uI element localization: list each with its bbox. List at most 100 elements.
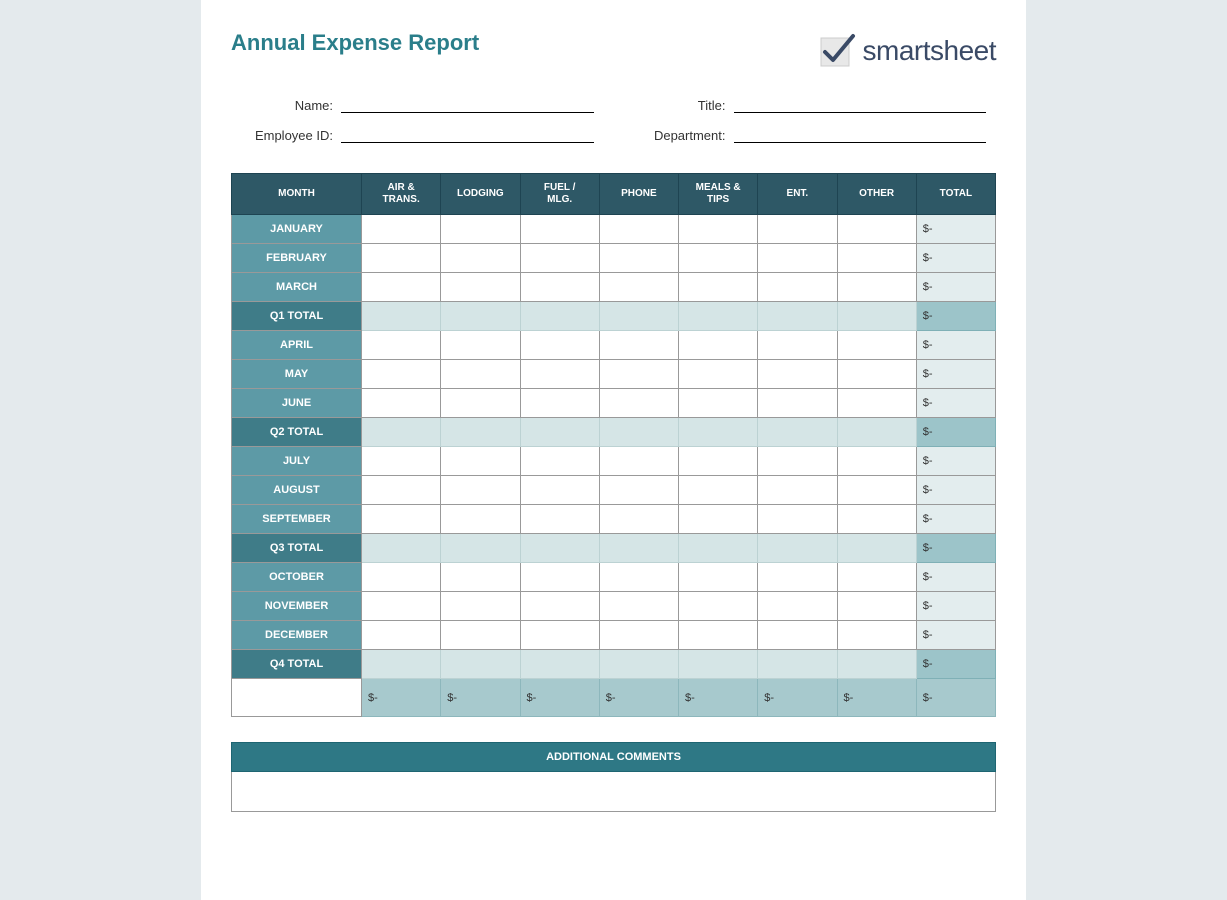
comments-body[interactable] [231, 772, 996, 812]
data-cell[interactable] [520, 360, 599, 389]
data-cell[interactable] [441, 360, 520, 389]
data-cell[interactable] [362, 418, 441, 447]
data-cell[interactable] [520, 476, 599, 505]
department-input-line[interactable] [734, 127, 987, 143]
data-cell[interactable] [837, 302, 916, 331]
data-cell[interactable] [362, 476, 441, 505]
data-cell[interactable] [837, 621, 916, 650]
data-cell[interactable] [758, 389, 837, 418]
data-cell[interactable] [837, 418, 916, 447]
data-cell[interactable] [599, 592, 678, 621]
data-cell[interactable] [441, 563, 520, 592]
data-cell[interactable] [441, 476, 520, 505]
data-cell[interactable] [599, 331, 678, 360]
data-cell[interactable] [758, 650, 837, 679]
data-cell[interactable] [362, 360, 441, 389]
data-cell[interactable] [362, 592, 441, 621]
data-cell[interactable] [679, 215, 758, 244]
data-cell[interactable] [837, 592, 916, 621]
data-cell[interactable] [758, 476, 837, 505]
data-cell[interactable] [679, 244, 758, 273]
data-cell[interactable] [679, 650, 758, 679]
data-cell[interactable] [679, 331, 758, 360]
data-cell[interactable] [599, 302, 678, 331]
data-cell[interactable] [441, 505, 520, 534]
data-cell[interactable] [520, 621, 599, 650]
data-cell[interactable] [520, 563, 599, 592]
data-cell[interactable] [758, 447, 837, 476]
data-cell[interactable] [679, 563, 758, 592]
data-cell[interactable] [837, 273, 916, 302]
data-cell[interactable] [599, 360, 678, 389]
data-cell[interactable] [758, 302, 837, 331]
data-cell[interactable] [758, 621, 837, 650]
data-cell[interactable] [441, 215, 520, 244]
data-cell[interactable] [520, 418, 599, 447]
data-cell[interactable] [679, 418, 758, 447]
data-cell[interactable] [362, 505, 441, 534]
data-cell[interactable] [837, 534, 916, 563]
data-cell[interactable] [599, 476, 678, 505]
data-cell[interactable] [679, 534, 758, 563]
data-cell[interactable] [679, 447, 758, 476]
data-cell[interactable] [837, 447, 916, 476]
data-cell[interactable] [837, 563, 916, 592]
data-cell[interactable] [758, 418, 837, 447]
data-cell[interactable] [679, 592, 758, 621]
data-cell[interactable] [599, 563, 678, 592]
data-cell[interactable] [679, 273, 758, 302]
data-cell[interactable] [441, 273, 520, 302]
data-cell[interactable] [599, 244, 678, 273]
data-cell[interactable] [441, 447, 520, 476]
data-cell[interactable] [520, 534, 599, 563]
data-cell[interactable] [837, 215, 916, 244]
data-cell[interactable] [520, 302, 599, 331]
data-cell[interactable] [758, 215, 837, 244]
data-cell[interactable] [599, 389, 678, 418]
data-cell[interactable] [362, 302, 441, 331]
data-cell[interactable] [599, 447, 678, 476]
data-cell[interactable] [837, 476, 916, 505]
data-cell[interactable] [441, 418, 520, 447]
data-cell[interactable] [837, 650, 916, 679]
data-cell[interactable] [441, 389, 520, 418]
data-cell[interactable] [837, 331, 916, 360]
data-cell[interactable] [362, 389, 441, 418]
data-cell[interactable] [441, 592, 520, 621]
data-cell[interactable] [599, 534, 678, 563]
data-cell[interactable] [679, 476, 758, 505]
data-cell[interactable] [599, 650, 678, 679]
data-cell[interactable] [362, 215, 441, 244]
data-cell[interactable] [441, 302, 520, 331]
data-cell[interactable] [520, 273, 599, 302]
data-cell[interactable] [520, 389, 599, 418]
data-cell[interactable] [362, 331, 441, 360]
data-cell[interactable] [758, 563, 837, 592]
data-cell[interactable] [837, 389, 916, 418]
data-cell[interactable] [520, 650, 599, 679]
data-cell[interactable] [758, 534, 837, 563]
data-cell[interactable] [441, 534, 520, 563]
data-cell[interactable] [758, 244, 837, 273]
data-cell[interactable] [362, 273, 441, 302]
data-cell[interactable] [362, 650, 441, 679]
data-cell[interactable] [599, 505, 678, 534]
data-cell[interactable] [758, 331, 837, 360]
data-cell[interactable] [520, 331, 599, 360]
data-cell[interactable] [362, 563, 441, 592]
data-cell[interactable] [441, 621, 520, 650]
data-cell[interactable] [520, 244, 599, 273]
data-cell[interactable] [837, 505, 916, 534]
data-cell[interactable] [679, 389, 758, 418]
data-cell[interactable] [679, 621, 758, 650]
data-cell[interactable] [679, 505, 758, 534]
data-cell[interactable] [362, 244, 441, 273]
data-cell[interactable] [599, 215, 678, 244]
data-cell[interactable] [758, 505, 837, 534]
data-cell[interactable] [599, 418, 678, 447]
employee-id-input-line[interactable] [341, 127, 594, 143]
data-cell[interactable] [441, 331, 520, 360]
data-cell[interactable] [837, 360, 916, 389]
data-cell[interactable] [520, 592, 599, 621]
data-cell[interactable] [758, 273, 837, 302]
